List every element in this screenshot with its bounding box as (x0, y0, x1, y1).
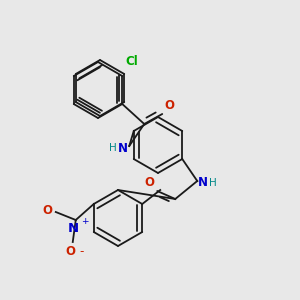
Text: H: H (209, 178, 217, 188)
Text: H: H (110, 143, 117, 153)
Text: N: N (198, 176, 208, 190)
Text: N: N (68, 222, 79, 235)
Text: N: N (118, 142, 128, 154)
Text: O: O (43, 203, 53, 217)
Text: -: - (80, 245, 84, 258)
Text: +: + (81, 217, 88, 226)
Text: O: O (144, 176, 154, 189)
Text: O: O (164, 99, 174, 112)
Text: Cl: Cl (125, 55, 138, 68)
Text: O: O (66, 245, 76, 258)
